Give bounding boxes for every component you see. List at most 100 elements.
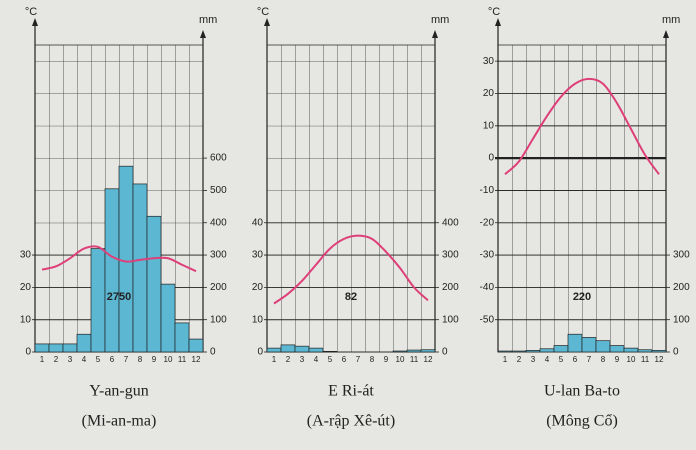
precip-bar bbox=[637, 349, 653, 353]
precip-bar bbox=[118, 165, 134, 353]
y-axis-arrow bbox=[264, 18, 270, 26]
month-label: 7 bbox=[124, 355, 129, 364]
month-label: 10 bbox=[627, 355, 636, 364]
month-label: 7 bbox=[356, 355, 361, 364]
y-tick-label: -40 bbox=[480, 282, 495, 293]
precip-bar bbox=[595, 340, 611, 353]
y2-tick-label: 300 bbox=[442, 250, 459, 261]
month-label: 11 bbox=[641, 355, 650, 364]
precip-bar bbox=[623, 347, 639, 353]
y-tick-label: 0 bbox=[488, 153, 494, 164]
precip-bar bbox=[34, 343, 50, 353]
y-tick-label: 20 bbox=[20, 282, 32, 293]
y-tick-label: 30 bbox=[252, 250, 264, 261]
station-country: (Mông Cổ) bbox=[546, 413, 618, 430]
y-tick-label: 30 bbox=[20, 250, 32, 261]
precip-bar bbox=[266, 347, 282, 353]
precip-bar bbox=[497, 350, 513, 353]
plot-grid bbox=[497, 44, 667, 353]
precip-bar bbox=[420, 349, 436, 353]
y2-axis-arrow bbox=[200, 30, 206, 38]
y-axis-arrow bbox=[32, 18, 38, 26]
precip-bar bbox=[132, 183, 148, 353]
y-tick-label: 0 bbox=[25, 347, 31, 358]
y2-tick-label: 600 bbox=[210, 153, 227, 164]
month-label: 9 bbox=[615, 355, 620, 364]
precip-bar bbox=[62, 343, 78, 353]
y2-unit: mm bbox=[662, 14, 680, 26]
y-tick-label: -20 bbox=[480, 217, 495, 228]
month-label: 2 bbox=[54, 355, 59, 364]
precip-bar bbox=[511, 350, 527, 353]
precip-bar bbox=[539, 348, 555, 353]
y2-unit: mm bbox=[431, 14, 449, 26]
precip-bar bbox=[174, 322, 190, 353]
y2-tick-label: 200 bbox=[210, 282, 227, 293]
precip-bar bbox=[104, 188, 120, 353]
y-tick-label: 20 bbox=[483, 88, 495, 99]
month-label: 1 bbox=[40, 355, 45, 364]
y2-tick-label: 100 bbox=[442, 314, 459, 325]
precip-bar bbox=[406, 349, 422, 353]
precip-bar bbox=[308, 347, 324, 353]
month-label: 3 bbox=[68, 355, 73, 364]
precip-bar bbox=[553, 345, 569, 353]
precip-bar bbox=[188, 338, 204, 353]
precip-bar bbox=[392, 350, 408, 353]
y-tick-label: 40 bbox=[252, 217, 264, 228]
y-unit: °C bbox=[25, 6, 37, 18]
month-label: 8 bbox=[601, 355, 606, 364]
y-tick-label: 0 bbox=[257, 347, 263, 358]
station-name: E Ri-át bbox=[328, 383, 374, 400]
month-label: 5 bbox=[96, 355, 101, 364]
y2-axis-arrow bbox=[663, 30, 669, 38]
month-label: 6 bbox=[110, 355, 115, 364]
temperature-line bbox=[504, 77, 660, 176]
month-label: 4 bbox=[82, 355, 87, 364]
month-label: 9 bbox=[152, 355, 157, 364]
y2-tick-label: 200 bbox=[442, 282, 459, 293]
y2-axis-arrow bbox=[432, 30, 438, 38]
y-tick-label: 10 bbox=[20, 314, 32, 325]
month-label: 6 bbox=[342, 355, 347, 364]
y2-tick-label: 100 bbox=[210, 314, 227, 325]
precip-bar bbox=[581, 337, 597, 353]
month-label: 3 bbox=[300, 355, 305, 364]
precip-bar bbox=[567, 333, 583, 353]
y2-tick-label: 0 bbox=[442, 347, 448, 358]
y-tick-label: 30 bbox=[483, 56, 495, 67]
station-country: (A-rập Xê-út) bbox=[307, 413, 395, 430]
month-label: 2 bbox=[286, 355, 291, 364]
y2-tick-label: 500 bbox=[210, 185, 227, 196]
precip-total: 2750 bbox=[107, 291, 131, 303]
precip-bar bbox=[294, 345, 310, 353]
precip-bar bbox=[525, 350, 541, 353]
month-label: 7 bbox=[587, 355, 592, 364]
precip-bar bbox=[76, 333, 92, 353]
month-label: 9 bbox=[384, 355, 389, 364]
y2-tick-label: 100 bbox=[673, 314, 690, 325]
y2-tick-label: 300 bbox=[673, 250, 690, 261]
month-label: 5 bbox=[328, 355, 333, 364]
month-label: 11 bbox=[410, 355, 419, 364]
month-label: 3 bbox=[531, 355, 536, 364]
month-label: 10 bbox=[164, 355, 173, 364]
precip-total: 82 bbox=[345, 291, 357, 303]
month-label: 5 bbox=[559, 355, 564, 364]
y-tick-label: 20 bbox=[252, 282, 264, 293]
y2-tick-label: 0 bbox=[210, 347, 216, 358]
temperature-line bbox=[41, 245, 197, 273]
precip-bar bbox=[90, 248, 106, 353]
y2-tick-label: 300 bbox=[210, 250, 227, 261]
station-name: U-lan Ba-to bbox=[544, 383, 620, 400]
station-country: (Mi-an-ma) bbox=[82, 413, 157, 430]
month-label: 8 bbox=[370, 355, 375, 364]
y-axis-arrow bbox=[495, 18, 501, 26]
precip-total: 220 bbox=[573, 291, 591, 303]
precip-bar bbox=[322, 351, 338, 353]
month-label: 12 bbox=[192, 355, 201, 364]
y-tick-label: 10 bbox=[483, 120, 495, 131]
month-label: 4 bbox=[314, 355, 319, 364]
y-tick-label: 10 bbox=[252, 314, 264, 325]
